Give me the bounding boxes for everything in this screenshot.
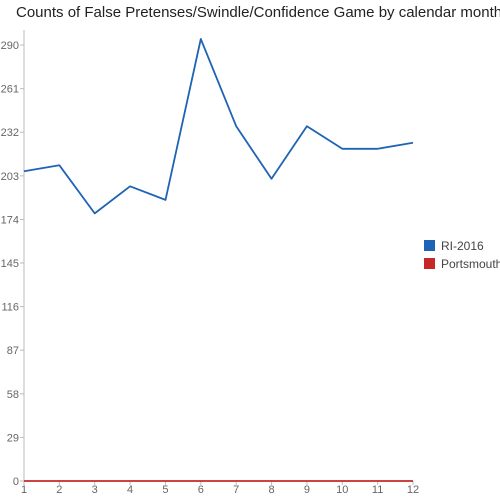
series-line-ri-2016: [23, 38, 414, 215]
x-tick-label: 5: [162, 484, 168, 496]
legend-label: Portsmouth: [441, 257, 500, 271]
x-tick-label: 6: [198, 484, 204, 496]
y-tick-label: 261: [1, 84, 19, 96]
x-tick-label: 8: [268, 484, 274, 496]
x-tick-label: 3: [92, 484, 98, 496]
legend-item-portsmouth[interactable]: Portsmouth: [424, 257, 500, 271]
x-tick-label: 2: [56, 484, 62, 496]
x-tick-label: 12: [407, 484, 419, 496]
y-tick-label: 58: [7, 389, 19, 401]
y-tick-label: 0: [13, 476, 19, 488]
y-tick-label: 116: [1, 302, 19, 314]
legend-item-ri-2016[interactable]: RI-2016: [424, 239, 484, 253]
x-tick-label: 7: [233, 484, 239, 496]
y-tick-label: 203: [1, 171, 19, 183]
x-tick-label: 1: [21, 484, 27, 496]
y-tick-label: 87: [7, 345, 19, 357]
legend[interactable]: RI-2016 Portsmouth: [424, 239, 500, 271]
y-tick-label: 290: [1, 40, 19, 52]
y-tick-label: 145: [1, 258, 19, 270]
x-tick-label: 10: [336, 484, 348, 496]
legend-swatch: [424, 240, 435, 251]
y-tick-label: 232: [1, 127, 19, 139]
legend-swatch: [424, 258, 435, 269]
legend-label: RI-2016: [441, 239, 484, 253]
chart-title: Counts of False Pretenses/Swindle/Confid…: [16, 4, 500, 21]
y-axis: 0 29 58 87 116 145 174 203 232 261 290: [1, 30, 25, 488]
y-tick-label: 174: [1, 214, 19, 226]
x-axis: 1 2 3 4 5 6 7 8 9 10 11 12: [21, 480, 419, 496]
y-tick-label: 29: [7, 432, 19, 444]
x-tick-label: 11: [372, 484, 383, 496]
series-layer: [23, 38, 414, 482]
x-tick-label: 4: [127, 484, 133, 496]
x-tick-label: 9: [304, 484, 310, 496]
